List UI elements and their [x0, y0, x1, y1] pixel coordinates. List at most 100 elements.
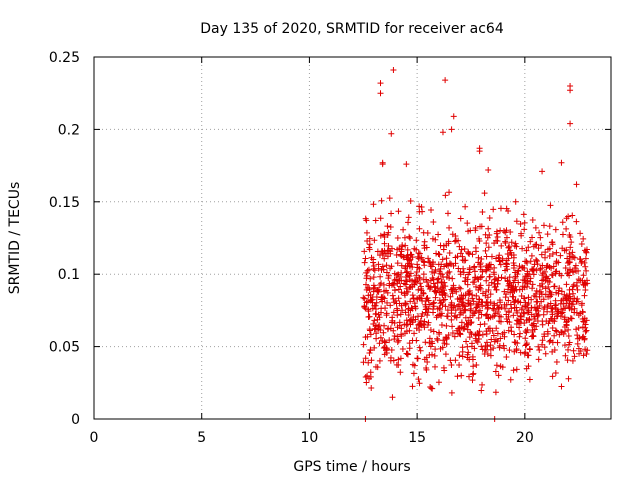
data-point [569, 286, 576, 293]
data-point [448, 316, 455, 323]
data-point [505, 286, 512, 293]
data-point [548, 239, 555, 246]
data-point [364, 267, 371, 274]
data-point [544, 246, 551, 253]
data-point [405, 311, 412, 318]
data-point [432, 288, 439, 295]
data-point [443, 313, 450, 320]
data-point [430, 300, 437, 307]
data-point [366, 327, 373, 334]
data-point [578, 240, 585, 247]
data-point [363, 229, 370, 236]
data-point [456, 325, 463, 332]
data-point [384, 326, 391, 333]
data-point [404, 268, 411, 275]
data-point [457, 215, 464, 222]
data-point [456, 352, 463, 359]
data-point [412, 279, 419, 286]
data-point [446, 249, 453, 256]
data-point [502, 275, 509, 282]
data-point [402, 309, 409, 316]
data-point [574, 340, 581, 347]
data-point [458, 319, 465, 326]
data-point [444, 307, 451, 314]
data-point [383, 310, 390, 317]
data-point [465, 349, 472, 356]
data-point [478, 255, 485, 262]
data-point [435, 379, 442, 386]
data-point [583, 327, 590, 334]
data-point [410, 370, 417, 377]
data-point [490, 269, 497, 276]
plot-frame [93, 56, 612, 420]
data-point [366, 313, 373, 320]
data-point [487, 314, 494, 321]
data-point [446, 260, 453, 267]
data-point [487, 266, 494, 273]
data-point [411, 245, 418, 252]
data-point [557, 252, 564, 259]
data-point [484, 305, 491, 312]
data-point [563, 246, 570, 253]
data-point [456, 362, 463, 369]
data-point [573, 181, 580, 188]
data-point [377, 215, 384, 222]
data-point [423, 276, 430, 283]
data-point [521, 310, 528, 317]
data-point [363, 379, 370, 386]
data-point [573, 268, 580, 275]
data-point [478, 311, 485, 318]
y-tick-label: 0.25 [49, 50, 80, 66]
data-point [422, 298, 429, 305]
data-point [500, 342, 507, 349]
data-point [465, 300, 472, 307]
data-point [406, 273, 413, 280]
data-point [502, 239, 509, 246]
data-point [367, 297, 374, 304]
data-point [407, 235, 414, 242]
data-point [533, 293, 540, 300]
data-point [485, 166, 492, 173]
data-point [523, 283, 530, 290]
data-point [443, 273, 450, 280]
data-point [526, 376, 533, 383]
data-point [473, 304, 480, 311]
data-point [542, 350, 549, 357]
data-point [486, 261, 493, 268]
data-point [485, 262, 492, 269]
data-point [484, 351, 491, 358]
data-point [372, 311, 379, 318]
data-point [533, 323, 540, 330]
data-point [432, 294, 439, 301]
data-point [383, 262, 390, 269]
data-point [388, 130, 395, 137]
data-point [433, 289, 440, 296]
data-point [381, 288, 388, 295]
tick-layer: 0 0.05 0.1 0.15 0.2 0.25 0 5 10 15 20 [49, 50, 611, 446]
data-point [539, 337, 546, 344]
data-point [491, 240, 498, 247]
data-point [475, 276, 482, 283]
data-point [434, 305, 441, 312]
data-point [528, 304, 535, 311]
data-point [403, 278, 410, 285]
data-point [417, 347, 424, 354]
data-point [551, 332, 558, 339]
data-point [415, 376, 422, 383]
data-point [443, 255, 450, 262]
data-point [389, 317, 396, 324]
data-point [469, 292, 476, 299]
data-point [429, 385, 436, 392]
data-point [486, 325, 493, 332]
data-point [372, 217, 379, 224]
data-points [360, 67, 591, 422]
data-point [522, 335, 529, 342]
data-point [521, 219, 528, 226]
data-point [565, 333, 572, 340]
data-point [376, 282, 383, 289]
data-point [503, 291, 510, 298]
data-point [371, 267, 378, 274]
data-point [542, 277, 549, 284]
data-point [464, 281, 471, 288]
data-point [511, 304, 518, 311]
